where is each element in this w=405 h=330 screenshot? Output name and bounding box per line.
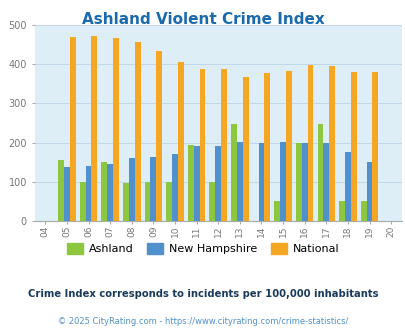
Bar (230, 124, 237, 221)
Bar (70, 37, 75, 221)
Bar (344, 152, 350, 221)
Bar (274, 201, 279, 221)
Bar (193, 147, 199, 221)
Bar (177, 62, 183, 221)
Bar (215, 147, 221, 221)
Bar (285, 71, 291, 221)
Bar (209, 182, 215, 221)
Bar (64, 167, 70, 221)
Bar (123, 182, 128, 221)
Text: Crime Index corresponds to incidents per 100,000 inhabitants: Crime Index corresponds to incidents per… (28, 289, 377, 299)
Bar (242, 77, 248, 221)
Bar (113, 38, 119, 221)
Bar (199, 69, 205, 221)
Bar (328, 66, 334, 221)
Bar (80, 182, 85, 221)
Bar (258, 143, 264, 221)
Bar (338, 201, 344, 221)
Bar (366, 162, 371, 221)
Bar (360, 201, 366, 221)
Bar (107, 164, 113, 221)
Bar (85, 166, 91, 221)
Bar (317, 124, 322, 221)
Bar (322, 143, 328, 221)
Bar (128, 158, 134, 221)
Bar (144, 182, 150, 221)
Bar (134, 43, 140, 221)
Bar (264, 73, 270, 221)
Legend: Ashland, New Hampshire, National: Ashland, New Hampshire, National (62, 239, 343, 258)
Bar (237, 142, 242, 221)
Bar (172, 154, 177, 221)
Bar (156, 51, 162, 221)
Text: © 2025 CityRating.com - https://www.cityrating.com/crime-statistics/: © 2025 CityRating.com - https://www.city… (58, 317, 347, 326)
Bar (301, 143, 307, 221)
Bar (91, 36, 97, 221)
Bar (371, 72, 377, 221)
Bar (221, 69, 226, 221)
Bar (307, 65, 313, 221)
Bar (350, 72, 356, 221)
Bar (166, 182, 172, 221)
Bar (295, 143, 301, 221)
Bar (58, 160, 64, 221)
Bar (188, 145, 193, 221)
Bar (101, 162, 107, 221)
Bar (279, 142, 285, 221)
Bar (150, 157, 156, 221)
Text: Ashland Violent Crime Index: Ashland Violent Crime Index (81, 12, 324, 26)
